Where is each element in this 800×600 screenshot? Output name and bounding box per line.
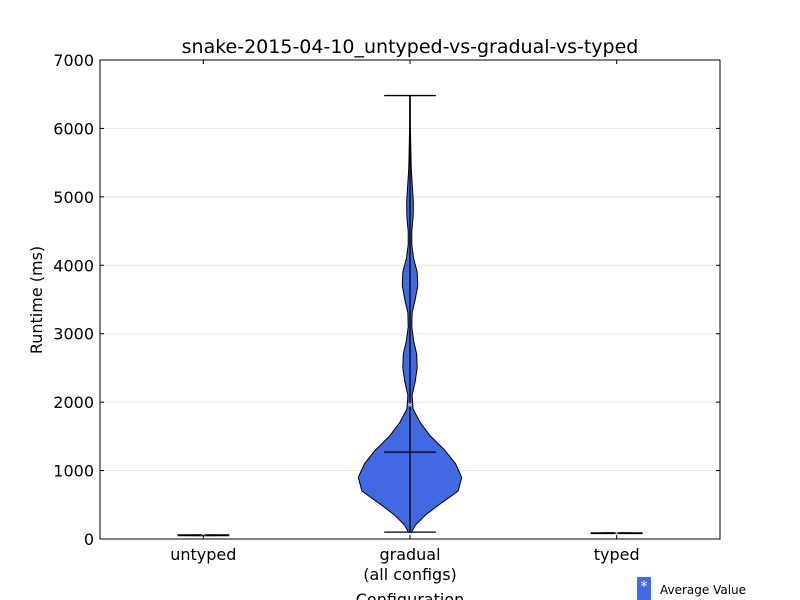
legend-symbol: * [641,579,648,595]
x-axis-label: Configuration [356,590,465,600]
y-tick-label: 4000 [53,256,94,275]
y-tick-label: 0 [84,530,94,549]
x-tick-label: typed [594,545,640,564]
x-tick-label: gradual [379,545,440,564]
y-tick-label: 5000 [53,188,94,207]
x-tick-label: untyped [170,545,236,564]
legend-swatch [637,577,651,600]
violin-mean-marker: * [614,529,619,540]
y-tick-label: 7000 [53,51,94,70]
x-tick-label: (all configs) [363,565,457,584]
y-tick-label: 3000 [53,325,94,344]
y-axis-label: Runtime (ms) [27,246,46,354]
violin-layer: *** [177,94,643,542]
legend: * Average Value [637,577,746,600]
violin-mean-marker: * [408,402,413,413]
chart-title: snake-2015-04-10_untyped-vs-gradual-vs-t… [182,36,639,58]
y-tick-label: 2000 [53,393,94,412]
legend-label: Average Value [660,583,746,597]
y-tick-label: 1000 [53,462,94,481]
y-tick-label: 6000 [53,119,94,138]
ticks-layer: 0 1000 2000 3000 4000 5000 6000 7000 untyped grad… [53,51,720,584]
